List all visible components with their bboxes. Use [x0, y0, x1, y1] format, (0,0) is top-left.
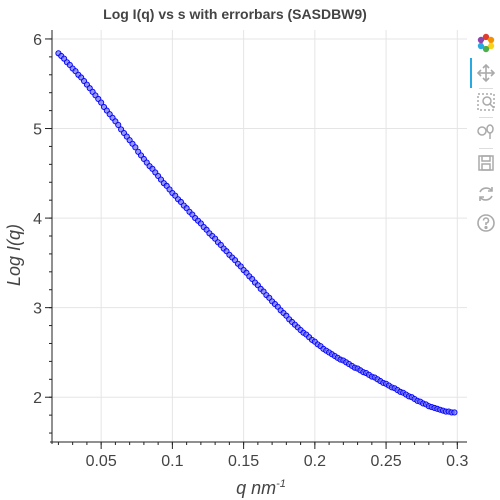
grid-lines: [52, 30, 467, 442]
pan-icon[interactable]: [475, 62, 497, 84]
x-tick-label: 0.05: [86, 453, 117, 470]
y-tick-label: 4: [33, 211, 42, 228]
plot-area[interactable]: 0.05 0.1 0.15 0.2 0.25 0.3 2 3 4 5 6: [0, 0, 470, 500]
y-tick-label: 6: [33, 32, 42, 49]
save-icon[interactable]: [475, 152, 497, 174]
x-tick-label: 0.15: [228, 453, 259, 470]
bokeh-logo-icon[interactable]: [475, 32, 497, 54]
data-point: [98, 99, 105, 106]
x-axis-label: q nm-1: [52, 478, 470, 499]
y-tick-label: 3: [33, 301, 42, 318]
box-zoom-icon[interactable]: [475, 91, 497, 113]
active-tool-indicator: [470, 58, 472, 88]
y-tick-label: 2: [33, 390, 42, 407]
data-point: [451, 409, 458, 416]
x-axis-label-text: q: [236, 478, 247, 498]
data-point: [132, 144, 139, 151]
toolbar-separator: [479, 117, 493, 118]
x-axis-unit: nm: [251, 478, 277, 498]
chart-title: Log I(q) vs s with errorbars (SASDBW9): [103, 6, 367, 22]
x-tick-label: 0.25: [371, 453, 402, 470]
x-axis-unit-exponent: -1: [276, 478, 286, 490]
x-tick-label: 0.1: [161, 453, 183, 470]
data-points: [55, 50, 458, 416]
data-point: [115, 121, 122, 128]
toolbar-separator: [479, 148, 493, 149]
y-tick-label: 5: [33, 122, 42, 139]
toolbar: [470, 30, 500, 270]
wheel-zoom-icon[interactable]: [475, 120, 497, 142]
x-tick-label: 0.2: [304, 453, 326, 470]
y-axis-label-text: Log I(q): [4, 223, 24, 287]
x-tick-label: 0.3: [446, 453, 468, 470]
axes: 0.05 0.1 0.15 0.2 0.25 0.3 2 3 4 5 6: [33, 30, 469, 470]
reset-icon[interactable]: [475, 183, 497, 205]
help-icon[interactable]: [475, 212, 497, 234]
toolbar-separator: [479, 88, 493, 89]
y-axis-label: Log I(q): [4, 224, 34, 286]
